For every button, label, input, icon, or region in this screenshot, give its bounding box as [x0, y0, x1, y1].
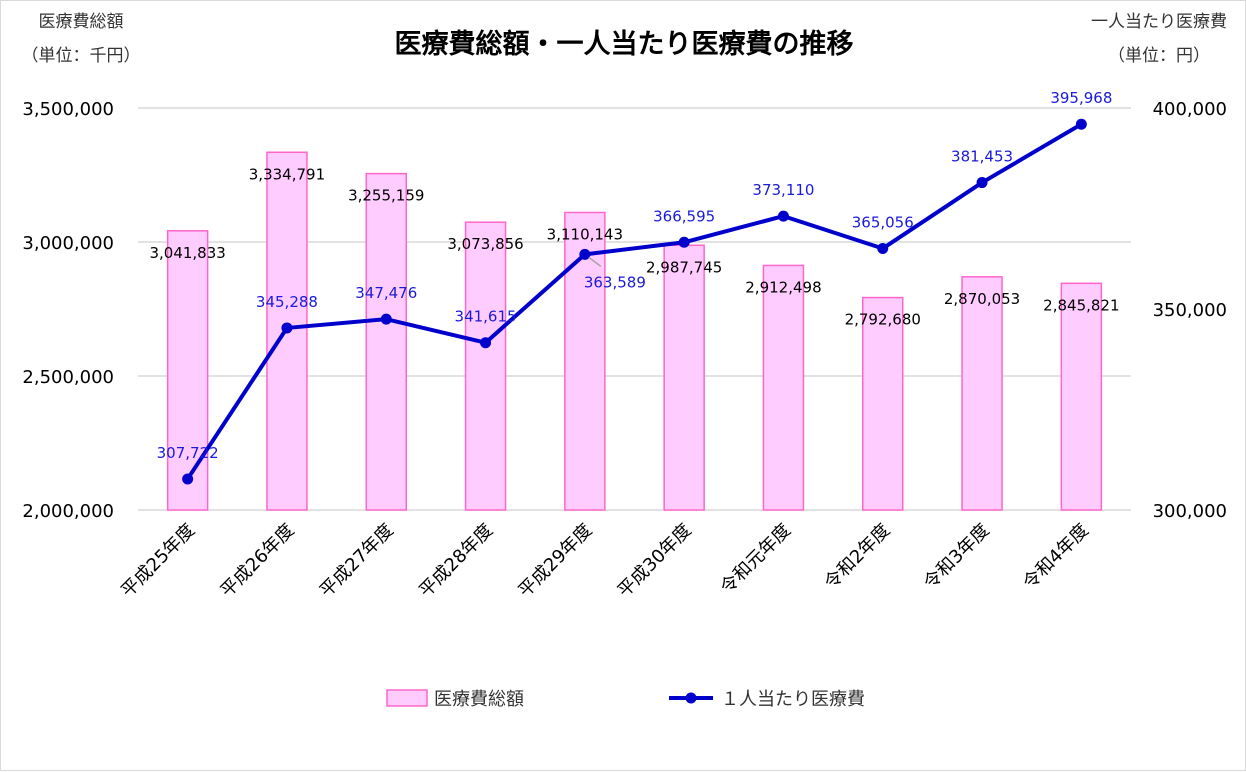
legend-line-marker	[685, 692, 697, 704]
right-tick-label: 400,000	[1153, 99, 1227, 120]
bar	[365, 172, 407, 511]
leader-line	[588, 256, 602, 267]
x-tick-label: 令和4年度	[1019, 520, 1093, 594]
line-point	[1075, 118, 1087, 130]
legend-bar-swatch	[386, 689, 428, 707]
bar-value-label: 3,255,159	[348, 187, 424, 205]
left-tick-label: 2,500,000	[22, 367, 114, 388]
line-point	[480, 337, 492, 349]
x-tick-label: 平成29年度	[514, 520, 596, 602]
line-value-label: 307,722	[157, 444, 219, 462]
chart-title: 医療費総額・一人当たり医療費の推移	[395, 28, 854, 60]
line-point	[678, 236, 690, 248]
bar	[663, 244, 705, 511]
line-value-label: 366,595	[653, 207, 715, 225]
x-tick-label: 平成28年度	[415, 520, 497, 602]
left-tick-label: 3,000,000	[22, 233, 114, 254]
bar-value-label: 2,870,053	[944, 290, 1020, 308]
line-point	[182, 473, 194, 485]
line-point	[877, 242, 889, 254]
bar-value-label: 2,912,498	[745, 278, 821, 296]
line-value-label: 373,110	[752, 181, 814, 199]
line-value-label: 345,288	[256, 293, 318, 311]
line-point	[281, 322, 293, 334]
bar-value-label: 3,041,833	[149, 244, 225, 262]
x-tick-label: 令和3年度	[920, 520, 994, 594]
bar	[166, 230, 209, 511]
bar	[762, 264, 805, 511]
left-axis-label-line2: （単位：千円）	[22, 46, 141, 66]
left-tick-label: 3,500,000	[22, 99, 114, 120]
bar-value-label: 2,792,680	[845, 311, 921, 329]
bar	[1060, 282, 1103, 511]
x-tick-label: 平成27年度	[316, 520, 398, 602]
line-value-label: 381,453	[951, 148, 1013, 166]
left-axis-label-line1: 医療費総額	[39, 12, 124, 32]
legend-line-label: １人当たり医療費	[721, 689, 865, 710]
bar	[564, 211, 606, 511]
x-tick-label: 平成30年度	[614, 520, 696, 602]
line-value-label: 395,968	[1050, 89, 1112, 107]
line-point	[976, 177, 988, 189]
line-point	[579, 248, 591, 260]
line-value-label: 341,615	[455, 308, 517, 326]
x-tick-label: 平成25年度	[117, 520, 199, 602]
line-value-label: 365,056	[852, 213, 914, 231]
line-value-label: 363,589	[584, 273, 646, 291]
right-tick-label: 300,000	[1153, 501, 1227, 522]
x-tick-label: 令和2年度	[820, 520, 894, 594]
right-axis-label-line2: （単位：円）	[1108, 46, 1210, 66]
right-tick-label: 350,000	[1153, 300, 1227, 321]
line-point	[777, 210, 789, 222]
bar-value-label: 2,845,821	[1043, 296, 1119, 314]
bar	[961, 276, 1003, 511]
x-tick-label: 令和元年度	[716, 520, 794, 598]
bar-value-label: 3,073,856	[447, 235, 523, 253]
right-axis-label-line1: 一人当たり医療費	[1091, 12, 1227, 32]
bar	[464, 221, 507, 511]
line-point	[380, 313, 392, 325]
legend-bar-label: 医療費総額	[434, 689, 524, 710]
bar-value-label: 2,987,745	[646, 258, 722, 276]
line-series	[185, 122, 1083, 481]
x-tick-label: 平成26年度	[217, 520, 299, 602]
line-value-label: 347,476	[355, 284, 417, 302]
bar	[862, 296, 904, 511]
left-tick-label: 2,000,000	[22, 501, 114, 522]
bar-value-label: 3,334,791	[249, 165, 325, 183]
legend: 医療費総額 １人当たり医療費	[386, 689, 865, 710]
bar-value-label: 3,110,143	[547, 225, 623, 243]
